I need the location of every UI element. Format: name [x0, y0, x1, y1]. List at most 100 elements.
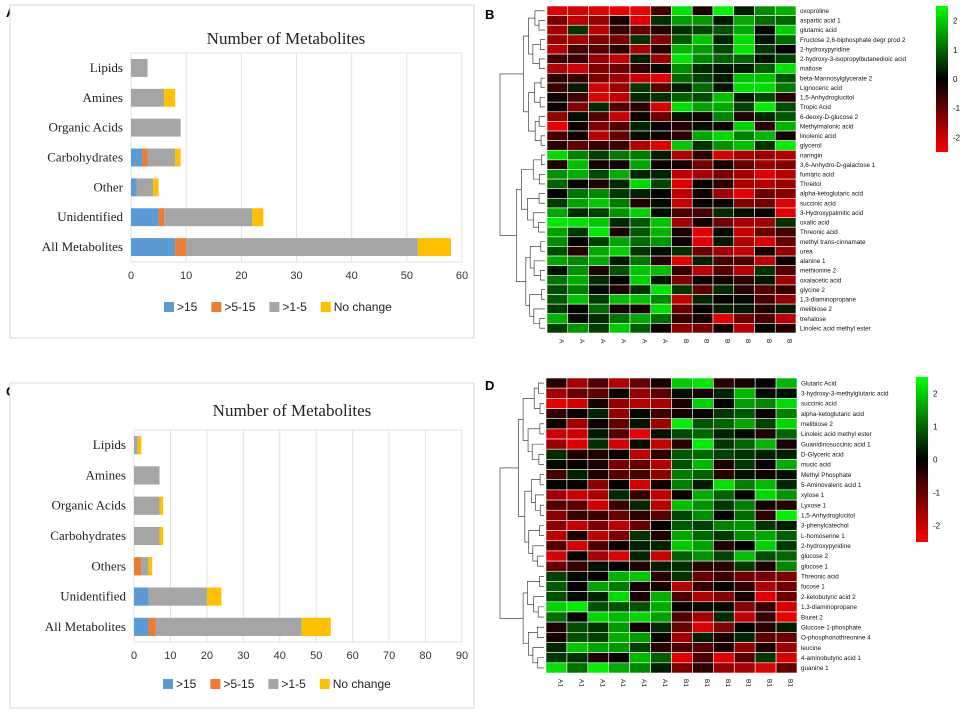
- heatmap-cell: [692, 408, 714, 419]
- heatmap-cell: [712, 255, 735, 266]
- row-label: aspartic acid 1: [800, 18, 841, 25]
- heatmap-cell: [713, 581, 735, 592]
- heatmap-cell: [588, 44, 610, 55]
- heatmap-cell: [671, 313, 693, 324]
- heatmap-cell: [546, 169, 569, 180]
- heatmap-cell: [629, 63, 652, 74]
- heatmap-cell: [775, 591, 798, 603]
- row-label: trehalose: [800, 316, 826, 323]
- heatmap-cell: [691, 159, 714, 170]
- heatmap-cell: [650, 489, 672, 501]
- row-label: Guanidinosuccinic acid 1: [801, 441, 871, 448]
- heatmap-cell: [567, 53, 589, 65]
- heatmap-cell: [650, 101, 672, 113]
- heatmap-cell: [608, 140, 631, 151]
- dendrogram-branch: [539, 576, 544, 587]
- heatmap-cell: [629, 313, 652, 324]
- heatmap-cell: [733, 520, 756, 531]
- heatmap-cell: [671, 188, 693, 199]
- heatmap-cell: [754, 377, 777, 389]
- heatmap-cell: [692, 652, 714, 664]
- heatmap-cell: [546, 159, 569, 170]
- heatmap-cell: [671, 159, 693, 170]
- heatmap-cell: [754, 662, 777, 674]
- heatmap-cell: [587, 520, 610, 531]
- heatmap-cell: [608, 611, 630, 623]
- heatmap-cell: [733, 469, 756, 481]
- heatmap-cell: [712, 303, 735, 315]
- heatmap-cell: [754, 303, 776, 315]
- bar-segment: [252, 208, 264, 227]
- heatmap-cell: [712, 130, 735, 141]
- heatmap-cell: [733, 303, 755, 315]
- category-label: Lipids: [93, 437, 126, 452]
- legend-label: >1-5: [282, 300, 307, 314]
- heatmap-cell: [629, 159, 652, 170]
- column-label: B: [765, 339, 772, 343]
- heatmap-cell: [692, 581, 714, 592]
- heatmap-cell: [733, 642, 756, 653]
- heatmap-cell: [671, 121, 693, 132]
- bar-segment: [131, 178, 137, 197]
- heatmap-cell: [567, 188, 589, 199]
- heatmap-cell: [774, 236, 797, 247]
- heatmap-cell: [566, 652, 589, 664]
- heatmap-cell: [546, 178, 569, 190]
- heatmap-cell: [691, 121, 714, 132]
- category-label: Unidentified: [57, 209, 123, 224]
- heatmap-cell: [712, 44, 735, 55]
- heatmap-cell: [545, 377, 568, 389]
- heatmap-cell: [629, 509, 651, 521]
- heatmap-cell: [754, 540, 777, 552]
- heatmap-cell: [608, 207, 631, 218]
- row-label: urea: [800, 248, 813, 255]
- heatmap-cell: [545, 632, 568, 643]
- heatmap-cell: [629, 479, 651, 491]
- heatmap-cell: [587, 550, 610, 562]
- heatmap-cell: [545, 509, 568, 521]
- heatmap-cell: [692, 428, 714, 440]
- heatmap-cell: [629, 265, 652, 276]
- heatmap-cell: [691, 313, 714, 324]
- heatmap-cell: [545, 570, 568, 582]
- legend-label: >1-5: [281, 677, 306, 691]
- heatmap-cell: [774, 140, 797, 151]
- heatmap-cell: [671, 418, 693, 430]
- heatmap-cell: [587, 621, 610, 633]
- heatmap-cell: [629, 323, 652, 334]
- heatmap-cell: [546, 207, 569, 218]
- heatmap-cell: [650, 198, 672, 209]
- bar-segment: [186, 238, 418, 257]
- heatmap-cell: [775, 642, 798, 653]
- heatmap-cell: [713, 459, 735, 470]
- heatmap-cell: [545, 581, 568, 592]
- heatmap-cell: [650, 121, 672, 132]
- heatmap-cell: [691, 130, 714, 141]
- heatmap-cell: [650, 611, 672, 623]
- heatmap-cell: [608, 408, 630, 419]
- heatmap-cell: [587, 387, 610, 399]
- chart-title: Number of Metabolites: [213, 401, 372, 420]
- heatmap-cell: [691, 149, 714, 161]
- dendrogram-branch: [527, 581, 540, 605]
- colorbar-tick-label: -2: [933, 522, 941, 531]
- heatmap-cell: [733, 652, 756, 664]
- heatmap-cell: [567, 149, 589, 161]
- heatmap-cell: [546, 130, 569, 141]
- heatmap-cell: [629, 130, 652, 141]
- heatmap-cell: [775, 418, 798, 430]
- heatmap-cell: [588, 140, 610, 151]
- heatmap-cell: [588, 24, 610, 36]
- heatmap-cell: [775, 662, 798, 674]
- heatmap-cell: [671, 489, 693, 501]
- heatmap-cell: [608, 217, 631, 228]
- bar-segment: [159, 526, 164, 546]
- heatmap-cell: [671, 530, 693, 542]
- heatmap-cell: [650, 499, 672, 511]
- heatmap-cell: [588, 188, 610, 199]
- heatmap-cell: [587, 479, 610, 491]
- heatmap-cell: [712, 63, 735, 74]
- heatmap-cell: [754, 44, 776, 55]
- legend-label: >15: [176, 677, 197, 691]
- heatmap-cell: [566, 499, 589, 511]
